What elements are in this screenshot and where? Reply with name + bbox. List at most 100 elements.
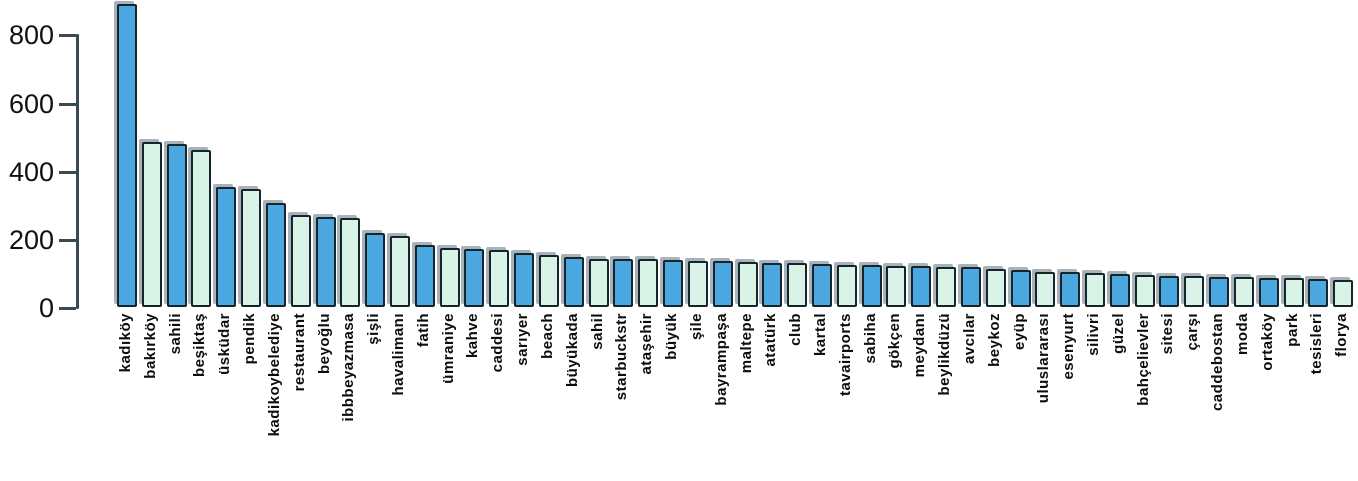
x-tick-label-starbuckstr: starbuckstr bbox=[613, 313, 631, 401]
x-tick-label-bahçelievler: bahçelievler bbox=[1134, 313, 1152, 406]
bar-tavairports bbox=[836, 264, 857, 307]
bar-sarıyer bbox=[514, 252, 535, 307]
bar-şile bbox=[687, 260, 708, 307]
bar-fatih bbox=[414, 244, 435, 307]
bar-sitesi bbox=[1159, 275, 1180, 307]
bar-uluslararası bbox=[1035, 271, 1056, 307]
bar-ortaköy bbox=[1258, 278, 1279, 307]
bar-silivri bbox=[1084, 273, 1105, 307]
bar-meydanı bbox=[911, 266, 932, 307]
y-tick-label: 800 bbox=[8, 20, 54, 51]
x-tick-label-kahve: kahve bbox=[464, 313, 482, 359]
x-tick-label-avcılar: avcılar bbox=[960, 313, 978, 365]
x-tick-label-restaurant: restaurant bbox=[290, 313, 308, 392]
bar-bahçelievler bbox=[1134, 275, 1155, 307]
bar-pendik bbox=[241, 188, 262, 307]
bar-beyoğlu bbox=[315, 217, 336, 307]
x-tick-label-moda: moda bbox=[1233, 313, 1251, 356]
bar-beylikdüzü bbox=[936, 267, 957, 307]
x-tick-label-büyükada: büyükada bbox=[563, 313, 581, 388]
x-tick-label-fatih: fatih bbox=[414, 313, 432, 348]
bar-şişli bbox=[365, 232, 386, 307]
x-tick-label-maltepe: maltepe bbox=[737, 313, 755, 374]
bar-kadikoybelediye bbox=[265, 203, 286, 307]
x-tick-label-kadikoybelediye: kadikoybelediye bbox=[265, 313, 283, 437]
bar-bakırköy bbox=[141, 141, 162, 307]
x-tick-label-eyüp: eyüp bbox=[1010, 313, 1028, 351]
bar-büyük bbox=[663, 259, 684, 307]
x-tick-label-tesisleri: tesisleri bbox=[1308, 313, 1326, 375]
bar-caddebostan bbox=[1209, 276, 1230, 307]
x-tick-label-club: club bbox=[787, 313, 805, 346]
x-tick-label-bayrampaşa: bayrampaşa bbox=[712, 313, 730, 406]
x-tick-label-esenyurt: esenyurt bbox=[1060, 313, 1078, 380]
x-tick-label-beykoz: beykoz bbox=[985, 313, 1003, 367]
bar-ibbbeyazmasa bbox=[340, 218, 361, 307]
bar-eyüp bbox=[1010, 270, 1031, 307]
x-tick-label-havalimanı: havalimanı bbox=[390, 313, 408, 396]
x-tick-label-tavairports: tavairports bbox=[836, 313, 854, 397]
bar-moda bbox=[1233, 277, 1254, 307]
y-axis-tick bbox=[59, 170, 76, 174]
x-tick-label-sahil: sahil bbox=[588, 313, 606, 350]
bar-caddesi bbox=[489, 250, 510, 307]
bar-kadıköy bbox=[117, 4, 137, 307]
x-tick-label-ortaköy: ortaköy bbox=[1258, 313, 1276, 371]
x-tick-label-sitesi: sitesi bbox=[1159, 313, 1177, 355]
x-tick-label-uluslararası: uluslararası bbox=[1035, 313, 1053, 404]
y-tick-label: 400 bbox=[8, 156, 54, 187]
bar-restaurant bbox=[290, 215, 311, 307]
x-tick-label-beylikdüzü: beylikdüzü bbox=[936, 313, 954, 396]
bar-büyükada bbox=[563, 257, 584, 307]
bar-sahil bbox=[588, 258, 609, 307]
y-axis-line bbox=[76, 34, 79, 309]
bar-kartal bbox=[811, 264, 832, 307]
x-tick-label-şişli: şişli bbox=[365, 313, 383, 345]
bar-sabiha bbox=[861, 265, 882, 307]
y-tick-label: 600 bbox=[8, 88, 54, 119]
bar-güzel bbox=[1109, 274, 1130, 307]
x-tick-label-büyük: büyük bbox=[663, 313, 681, 360]
x-tick-label-kadıköy: kadıköy bbox=[117, 313, 134, 373]
bar-üsküdar bbox=[216, 187, 237, 307]
bar-bayrampaşa bbox=[712, 261, 733, 307]
bar-ümraniye bbox=[439, 248, 460, 307]
bar-beykoz bbox=[985, 269, 1006, 307]
x-tick-label-beşiktaş: beşiktaş bbox=[191, 313, 209, 378]
bar-gökçen bbox=[886, 266, 907, 307]
bar-sahili bbox=[166, 144, 187, 307]
x-tick-label-ibbbeyazmasa: ibbbeyazmasa bbox=[340, 313, 358, 422]
x-tick-label-beyoğlu: beyoğlu bbox=[315, 313, 333, 375]
x-tick-label-sahili: sahili bbox=[166, 313, 184, 355]
x-tick-label-beach: beach bbox=[538, 313, 556, 359]
bar-starbuckstr bbox=[613, 258, 634, 307]
bar-ataşehir bbox=[638, 259, 659, 307]
bar-park bbox=[1283, 278, 1304, 307]
y-axis-tick bbox=[59, 34, 76, 38]
bar-maltepe bbox=[737, 262, 758, 307]
x-tick-label-park: park bbox=[1283, 313, 1301, 347]
x-tick-label-atatürk: atatürk bbox=[762, 313, 780, 367]
x-tick-label-ataşehir: ataşehir bbox=[638, 313, 656, 375]
bar-beach bbox=[538, 255, 559, 307]
y-tick-label: 0 bbox=[38, 293, 54, 323]
bar-avcılar bbox=[960, 267, 981, 307]
x-tick-label-sabiha: sabiha bbox=[861, 313, 879, 364]
bar-beşiktaş bbox=[191, 150, 212, 307]
x-tick-label-caddebostan: caddebostan bbox=[1209, 313, 1227, 412]
y-tick-label: 200 bbox=[8, 224, 54, 255]
bar-florya bbox=[1333, 280, 1354, 307]
x-tick-label-ümraniye: ümraniye bbox=[439, 313, 457, 384]
x-tick-label-üsküdar: üsküdar bbox=[216, 313, 234, 375]
x-tick-label-gökçen: gökçen bbox=[886, 313, 904, 369]
y-axis-tick bbox=[59, 238, 76, 242]
x-tick-label-çarşı: çarşı bbox=[1184, 313, 1202, 351]
x-tick-label-caddesi: caddesi bbox=[489, 313, 507, 373]
y-axis-tick bbox=[59, 307, 76, 310]
x-tick-label-meydanı: meydanı bbox=[911, 313, 929, 378]
x-tick-label-sarıyer: sarıyer bbox=[514, 313, 532, 366]
bar-çarşı bbox=[1184, 276, 1205, 307]
x-tick-label-pendik: pendik bbox=[241, 313, 259, 365]
